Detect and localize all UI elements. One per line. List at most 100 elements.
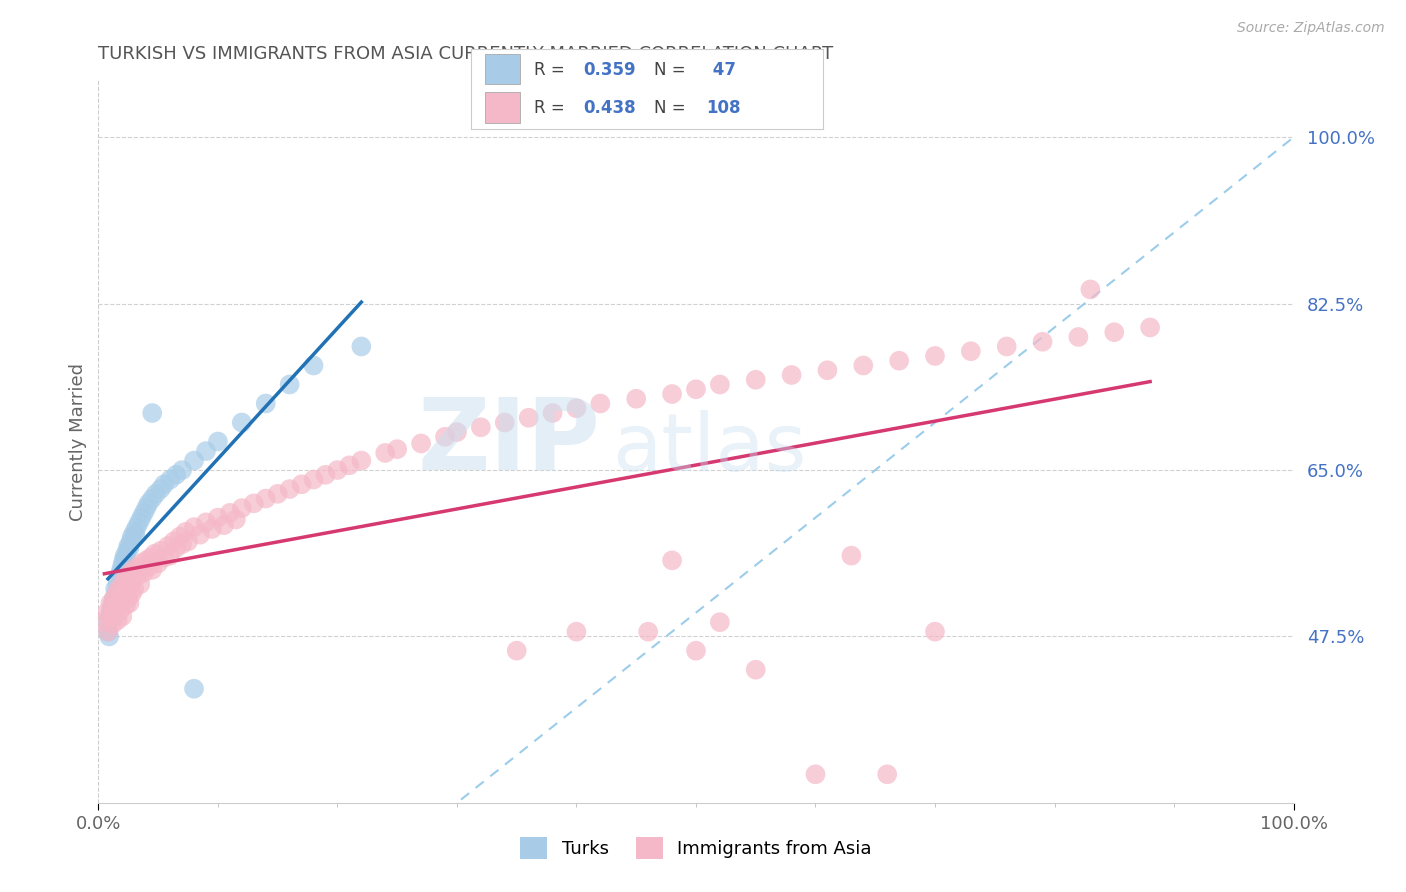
Point	[183, 453, 205, 467]
Point	[924, 624, 946, 639]
Point	[117, 591, 139, 606]
Point	[517, 410, 540, 425]
Point	[93, 615, 115, 630]
Point	[231, 501, 253, 516]
Point	[254, 396, 277, 410]
Point	[100, 601, 122, 615]
Point	[101, 617, 124, 632]
Point	[108, 589, 131, 603]
Text: R =: R =	[534, 100, 571, 118]
Point	[128, 516, 150, 530]
Point	[98, 596, 122, 610]
Point	[98, 629, 121, 643]
Point	[138, 496, 160, 510]
Point	[434, 430, 457, 444]
Point	[506, 643, 529, 657]
Point	[212, 518, 235, 533]
Text: 108: 108	[707, 100, 741, 118]
Point	[122, 563, 145, 577]
Point	[201, 522, 224, 536]
Point	[112, 553, 135, 567]
Point	[1104, 325, 1126, 339]
Point	[841, 549, 863, 563]
Point	[103, 591, 125, 606]
Point	[804, 767, 827, 781]
Point	[153, 550, 176, 565]
Point	[254, 491, 277, 506]
Point	[219, 506, 242, 520]
Point	[141, 406, 163, 420]
Point	[165, 541, 187, 555]
Point	[411, 436, 433, 450]
Point	[135, 553, 157, 567]
Point	[127, 560, 149, 574]
Point	[97, 624, 120, 639]
Point	[108, 567, 131, 582]
Point	[889, 353, 911, 368]
Point	[188, 527, 211, 541]
Point	[115, 579, 138, 593]
Y-axis label: Currently Married: Currently Married	[69, 362, 87, 521]
Point	[1080, 282, 1102, 296]
Point	[207, 510, 229, 524]
Point	[159, 473, 181, 487]
Point	[159, 549, 181, 563]
Point	[470, 420, 492, 434]
Point	[385, 442, 409, 457]
Point	[104, 607, 127, 622]
Point	[143, 547, 166, 561]
Point	[685, 382, 707, 396]
Point	[172, 463, 194, 477]
Point	[135, 501, 157, 516]
Point	[661, 553, 683, 567]
Point	[131, 556, 153, 570]
Point	[339, 458, 361, 473]
Point	[97, 615, 120, 630]
Point	[117, 539, 139, 553]
Point	[709, 377, 731, 392]
Point	[960, 344, 983, 359]
Point	[107, 577, 129, 591]
Point	[1032, 334, 1054, 349]
Point	[112, 584, 135, 599]
Point	[876, 767, 898, 781]
Text: N =: N =	[654, 100, 690, 118]
Point	[141, 563, 163, 577]
Point	[132, 566, 155, 580]
Text: 47: 47	[707, 61, 735, 78]
FancyBboxPatch shape	[485, 93, 520, 123]
Point	[661, 387, 683, 401]
Point	[709, 615, 731, 630]
Point	[589, 396, 612, 410]
Point	[165, 467, 187, 482]
Point	[315, 467, 337, 482]
Point	[291, 477, 314, 491]
Point	[108, 604, 131, 618]
Point	[780, 368, 803, 382]
Point	[243, 496, 266, 510]
Point	[118, 541, 141, 555]
Point	[541, 406, 564, 420]
Point	[278, 377, 301, 392]
Point	[111, 609, 134, 624]
Point	[98, 606, 122, 620]
Point	[105, 587, 128, 601]
Point	[231, 416, 253, 430]
Point	[110, 594, 132, 608]
Point	[149, 544, 172, 558]
Point	[852, 359, 875, 373]
Point	[101, 596, 124, 610]
Point	[96, 606, 118, 620]
Point	[924, 349, 946, 363]
Point	[195, 516, 218, 530]
Point	[97, 624, 120, 639]
Point	[745, 663, 768, 677]
Point	[131, 510, 153, 524]
Point	[350, 339, 373, 353]
Point	[145, 487, 167, 501]
Point	[1139, 320, 1161, 334]
Point	[302, 473, 325, 487]
Point	[115, 598, 138, 612]
Point	[104, 582, 127, 596]
Point	[105, 598, 128, 612]
